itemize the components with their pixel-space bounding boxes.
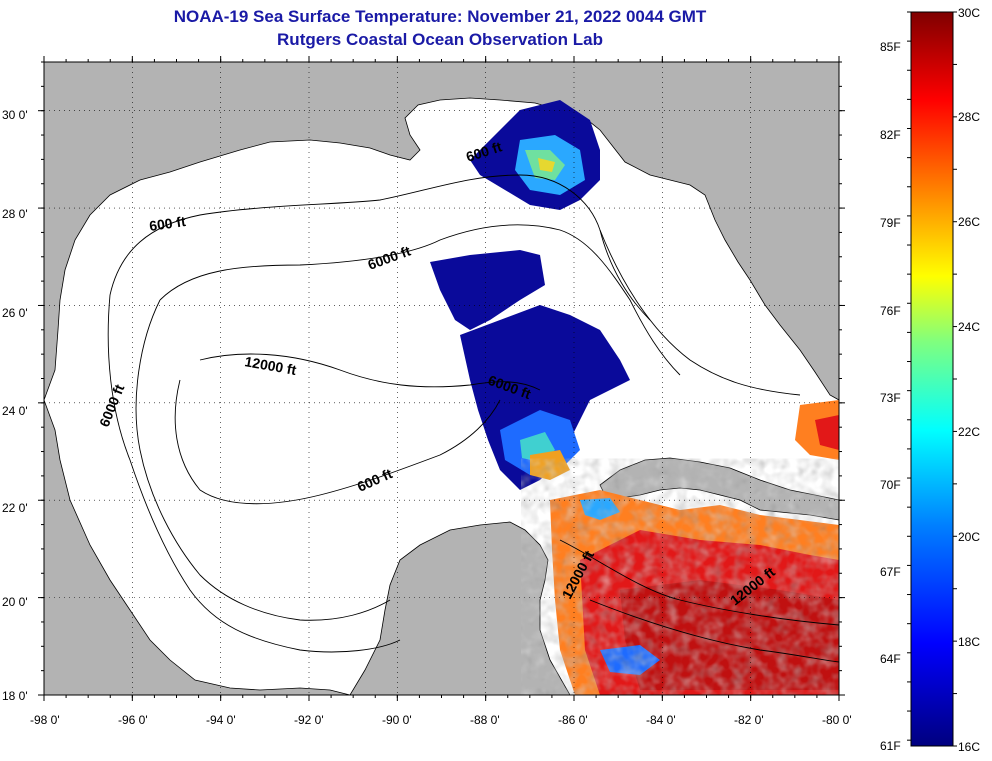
colorbar-ticks <box>907 11 957 747</box>
colorbar-f-label: 67F <box>880 565 901 579</box>
lon-label: -88 0' <box>470 713 500 727</box>
depth-contours <box>107 174 839 663</box>
contour-carib-2 <box>589 599 839 663</box>
map-title: NOAA-19 Sea Surface Temperature: Novembe… <box>173 7 707 26</box>
colorbar-celsius-labels: 30C 28C 26C 24C 22C 20C 18C 16C <box>958 6 980 754</box>
land-north-america <box>44 62 839 401</box>
lon-label: -84 0' <box>646 713 676 727</box>
colorbar-c-label: 28C <box>958 110 980 124</box>
lat-label: 18 0' <box>2 689 28 703</box>
colorbar-f-label: 85F <box>880 40 901 54</box>
lon-label: -98 0' <box>30 713 60 727</box>
contour-600ft-south <box>107 294 401 653</box>
lon-label: -94 0' <box>206 713 236 727</box>
colorbar-c-label: 20C <box>958 530 980 544</box>
sst-swath-warm <box>550 400 839 695</box>
colorbar-c-label: 30C <box>958 6 980 20</box>
colorbar-c-label: 22C <box>958 425 980 439</box>
colorbar-c-label: 24C <box>958 320 980 334</box>
colorbar-c-label: 18C <box>958 635 980 649</box>
lat-label: 26 0' <box>2 306 28 320</box>
colorbar-f-label: 82F <box>880 128 901 142</box>
lat-label: 30 0' <box>2 108 28 122</box>
contour-6000ft-west <box>135 299 391 621</box>
lon-label: -80 0' <box>822 713 852 727</box>
contour-label: 600 ft <box>148 213 187 234</box>
colorbar-f-label: 73F <box>880 391 901 405</box>
lon-axis: -98 0' -96 0' -94 0' -92 0' -90 0' -88 0… <box>30 713 852 727</box>
lat-label: 22 0' <box>2 501 28 515</box>
contour-12000ft-ring <box>174 379 501 505</box>
colorbar-f-label: 64F <box>880 652 901 666</box>
lat-label: 24 0' <box>2 404 28 418</box>
graticule <box>44 62 839 695</box>
land-mexico <box>44 399 351 695</box>
lon-label: -92 0' <box>294 713 324 727</box>
contour-12000ft <box>199 353 541 391</box>
contour-6000ft <box>159 224 681 376</box>
colorbar-f-label: 61F <box>880 739 901 753</box>
land-yucatan <box>349 521 571 695</box>
colorbar-c-label: 16C <box>958 740 980 754</box>
colorbar <box>910 11 954 747</box>
lon-label: -86 0' <box>558 713 588 727</box>
contour-600ft <box>109 174 801 396</box>
colorbar-f-label: 79F <box>880 216 901 230</box>
axis-ticks <box>38 56 845 701</box>
contour-carib <box>559 539 839 626</box>
lon-label: -96 0' <box>118 713 148 727</box>
lat-label: 28 0' <box>2 207 28 221</box>
lat-axis: 30 0' 28 0' 26 0' 24 0' 22 0' 20 0' 18 0… <box>2 108 28 703</box>
lat-label: 20 0' <box>2 595 28 609</box>
colorbar-f-label: 76F <box>880 304 901 318</box>
colorbar-c-label: 26C <box>958 215 980 229</box>
colorbar-f-label: 70F <box>880 478 901 492</box>
lon-label: -90 0' <box>382 713 412 727</box>
colorbar-fahrenheit-labels: 85F 82F 79F 76F 73F 70F 67F 64F 61F <box>880 40 901 753</box>
contour-shelf-east <box>599 229 651 321</box>
lon-label: -82 0' <box>734 713 764 727</box>
sst-swath-cold <box>430 100 630 490</box>
map-subtitle: Rutgers Coastal Ocean Observation Lab <box>277 30 603 49</box>
